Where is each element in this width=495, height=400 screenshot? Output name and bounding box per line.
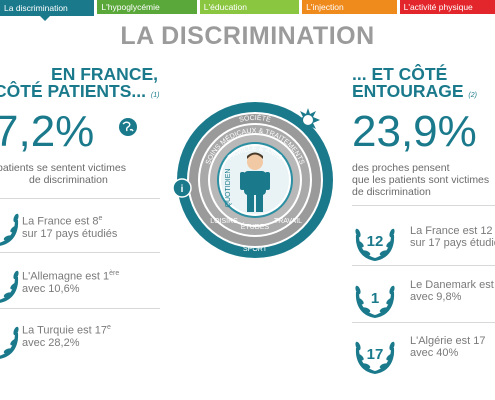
right-rank-2: Le Danemark est 1 avec 9,8% xyxy=(410,279,495,303)
left-divider-3 xyxy=(0,308,160,309)
right-divider-2 xyxy=(352,265,495,266)
ring-label-societe: SOCIÉTÉ xyxy=(239,113,273,124)
left-rank-1: La France est 8e sur 17 pays étudiés xyxy=(22,215,118,240)
right-desc-line2: que les patients sont victimes xyxy=(352,174,490,186)
tab-discrimination[interactable]: La discrimination xyxy=(0,0,95,16)
left-rank-3: La Turquie est 17e avec 28,2% xyxy=(22,324,111,349)
right-title-note: (2) xyxy=(468,92,477,99)
left-desc: patients se sentent victimes de discrimi… xyxy=(0,162,126,186)
left-big-value: 7,2% xyxy=(0,107,95,156)
svg-text:1: 1 xyxy=(371,290,379,307)
left-rank-2: L'Allemagne est 1ère avec 10,6% xyxy=(22,270,120,295)
right-divider-3 xyxy=(352,322,495,323)
inner-label-etudes: ÉTUDES xyxy=(241,222,270,231)
info-icon[interactable]: i xyxy=(172,178,192,198)
laurel-wreath-icon xyxy=(0,326,19,359)
inner-label-loisirs: LOISIRS xyxy=(210,218,238,225)
left-divider xyxy=(0,198,160,199)
right-desc-line1: des proches pensent xyxy=(352,162,450,174)
svg-text:17: 17 xyxy=(367,346,384,363)
circles-diagram: SOCIÉTÉ SOINS MÉDICAUX & TRAITEMENTS FAM… xyxy=(172,102,333,258)
svg-text:i: i xyxy=(181,184,184,195)
right-title-line2: ENTOURAGE xyxy=(352,81,464,101)
inner-label-travail: TRAVAIL xyxy=(274,218,302,225)
active-tab-caret xyxy=(40,16,50,21)
right-title-line1: ... ET CÔTÉ xyxy=(352,64,448,84)
inner-label-quotidien: QUOTIDIEN xyxy=(225,169,232,208)
laurel-wreath-icon: 17 xyxy=(355,341,395,374)
laurel-wreath-icon xyxy=(0,270,19,303)
tab-activite-physique[interactable]: L'activité physique xyxy=(399,0,495,14)
person-icon xyxy=(240,152,270,212)
laurel-wreath-icon: 1 xyxy=(355,285,395,318)
top-nav: La discrimination L'hypoglycémie L'éduca… xyxy=(0,0,495,16)
right-desc-line3: de discrimination xyxy=(352,186,431,198)
right-big-value: 23,9% xyxy=(352,107,477,156)
sun-badge-icon xyxy=(296,108,320,132)
left-desc-line1: patients se sentent victimes xyxy=(0,162,126,174)
left-title-line2: CÔTÉ PATIENTS... xyxy=(0,81,146,101)
right-desc: des proches pensent que les patients son… xyxy=(352,162,489,198)
tab-injection[interactable]: L'injection xyxy=(302,0,397,14)
left-divider-2 xyxy=(0,252,160,253)
left-section-title-2: CÔTÉ PATIENTS... (1) xyxy=(0,81,160,104)
left-title-note: (1) xyxy=(150,92,160,99)
inner-label-sport: SPORT xyxy=(243,246,268,253)
svg-text:12: 12 xyxy=(367,233,384,250)
globe-icon xyxy=(119,118,137,136)
page-title: LA DISCRIMINATION xyxy=(120,22,375,50)
right-divider xyxy=(352,205,495,206)
right-rank-3: L'Algérie est 17 avec 40% xyxy=(410,335,486,359)
tab-education[interactable]: L'éducation xyxy=(199,0,300,14)
left-section-title: EN FRANCE, xyxy=(8,64,158,84)
right-rank-1: La France est 12 sur 17 pays étudiés xyxy=(410,225,495,249)
laurel-wreath-icon xyxy=(0,213,19,246)
tab-hypoglycemie[interactable]: L'hypoglycémie xyxy=(97,0,197,14)
right-section-title: ... ET CÔTÉ ENTOURAGE (2) xyxy=(352,64,477,104)
left-title-line1: EN FRANCE, xyxy=(51,64,158,84)
laurel-wreath-icon: 12 xyxy=(355,228,395,261)
left-desc-line2: de discrimination xyxy=(29,174,108,186)
